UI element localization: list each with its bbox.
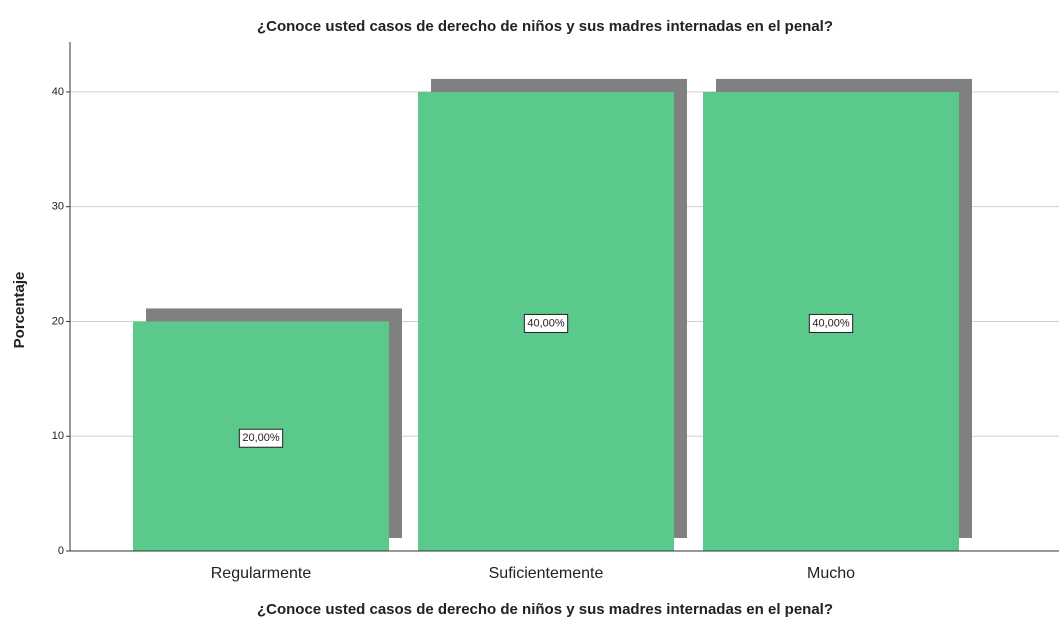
value-label: 20,00%: [242, 432, 280, 444]
x-axis-label: ¿Conoce usted casos de derecho de niños …: [257, 601, 833, 618]
value-label-box: [523, 313, 569, 333]
value-label-box: [238, 428, 284, 448]
x-tick-label: Regularmente: [211, 565, 312, 582]
x-tick-label: Mucho: [807, 565, 855, 582]
x-tick-label: Suficientemente: [489, 565, 604, 582]
y-tick-label: 0: [58, 545, 64, 557]
y-tick-label: 40: [52, 86, 64, 98]
value-label-box: [808, 313, 854, 333]
y-tick-label: 20: [52, 315, 64, 327]
value-label: 40,00%: [812, 317, 850, 329]
y-axis-label: Porcentaje: [11, 272, 28, 349]
y-tick-label: 10: [52, 430, 64, 442]
y-tick-label: 30: [52, 201, 64, 213]
chart-title: ¿Conoce usted casos de derecho de niños …: [257, 18, 833, 35]
value-label: 40,00%: [527, 317, 565, 329]
